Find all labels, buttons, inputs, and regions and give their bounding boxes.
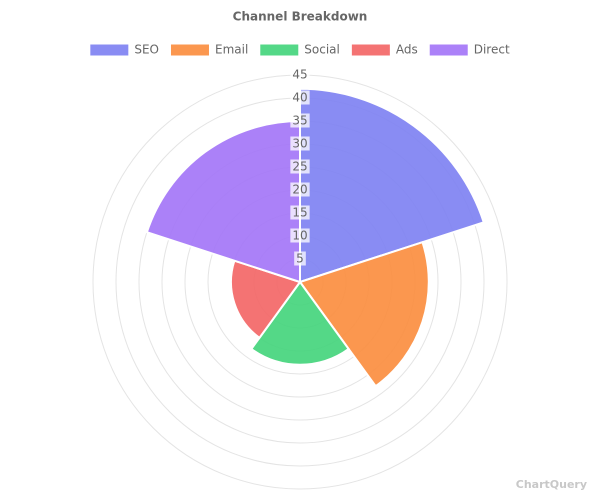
tick-backdrop (290, 113, 310, 128)
tick-backdrop (290, 159, 310, 174)
tick-backdrop (294, 251, 306, 266)
r-tick-label: 15 (292, 206, 307, 220)
chart-title: Channel Breakdown (233, 10, 368, 24)
legend-swatch (260, 44, 299, 56)
tick-backdrop (290, 182, 310, 197)
legend-label: Social (304, 43, 340, 57)
tick-backdrop (290, 90, 310, 105)
legend-label: Ads (396, 43, 418, 57)
legend: SEO Email Social Ads Direct (90, 43, 510, 57)
legend-label: Email (215, 43, 248, 57)
sectors (145, 87, 486, 388)
sector (230, 259, 302, 340)
legend-label: SEO (134, 43, 159, 57)
r-tick-label: 30 (292, 137, 307, 151)
r-tick-label: 40 (292, 91, 307, 105)
tick-backdrop (290, 67, 310, 82)
legend-swatch (170, 44, 209, 56)
sector (298, 240, 430, 388)
legend-label: Direct (474, 43, 510, 57)
r-tick-label: 35 (292, 114, 307, 128)
sector (249, 280, 351, 366)
legend-swatch (429, 44, 468, 56)
watermark: ChartQuery (516, 478, 587, 491)
legend-swatch (90, 44, 129, 56)
r-tick-label: 10 (292, 229, 307, 243)
sector (145, 119, 301, 284)
tick-backdrop (290, 228, 310, 243)
r-tick-label: 5 (296, 252, 304, 266)
r-tick-label: 45 (292, 68, 307, 82)
legend-swatch (351, 44, 390, 56)
sector (299, 87, 486, 284)
r-tick-label: 20 (292, 183, 307, 197)
tick-backdrop (290, 205, 310, 220)
tick-backdrop (290, 136, 310, 151)
r-tick-label: 25 (292, 160, 307, 174)
ticks: 5 10 15 20 25 30 35 40 45 (290, 67, 310, 266)
